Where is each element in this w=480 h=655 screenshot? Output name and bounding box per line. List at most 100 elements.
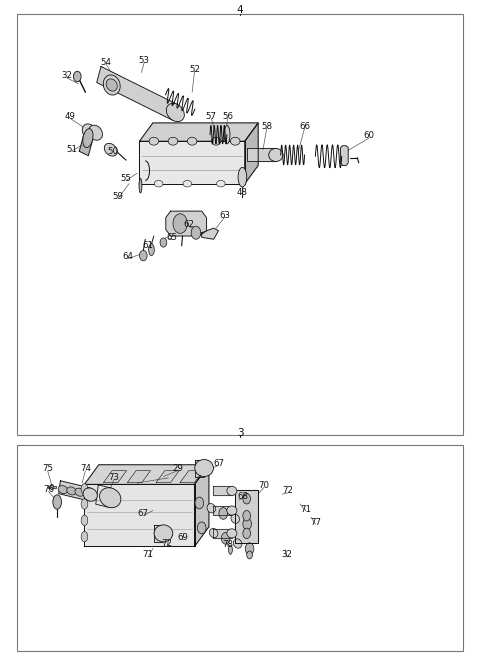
Circle shape	[247, 551, 252, 559]
Polygon shape	[166, 211, 206, 236]
Ellipse shape	[227, 486, 237, 495]
Text: 32: 32	[61, 71, 72, 81]
Ellipse shape	[155, 180, 163, 187]
Ellipse shape	[53, 495, 61, 509]
Ellipse shape	[207, 504, 216, 513]
Circle shape	[195, 497, 204, 509]
Text: 61: 61	[143, 241, 154, 250]
Text: 63: 63	[219, 210, 230, 219]
Circle shape	[243, 528, 251, 538]
Ellipse shape	[75, 488, 84, 496]
Text: 65: 65	[167, 233, 178, 242]
Polygon shape	[202, 228, 218, 239]
Ellipse shape	[227, 506, 237, 515]
Text: 73: 73	[108, 473, 120, 481]
Polygon shape	[84, 484, 194, 546]
Ellipse shape	[88, 125, 102, 140]
Text: 66: 66	[299, 122, 310, 131]
Ellipse shape	[149, 138, 158, 145]
Circle shape	[173, 214, 187, 233]
Ellipse shape	[103, 75, 120, 95]
Ellipse shape	[81, 531, 88, 542]
Ellipse shape	[67, 487, 76, 495]
Circle shape	[243, 510, 251, 521]
Ellipse shape	[211, 138, 221, 145]
Circle shape	[197, 522, 206, 534]
Text: 71: 71	[300, 505, 312, 514]
Text: 52: 52	[189, 65, 200, 74]
Text: 49: 49	[65, 112, 75, 121]
Text: 76: 76	[43, 485, 54, 494]
Polygon shape	[128, 471, 151, 482]
Ellipse shape	[83, 488, 97, 501]
Circle shape	[243, 493, 251, 504]
Circle shape	[140, 250, 147, 261]
Text: 50: 50	[107, 147, 118, 155]
Polygon shape	[340, 146, 348, 166]
Ellipse shape	[149, 244, 155, 255]
Ellipse shape	[230, 138, 240, 145]
Ellipse shape	[104, 143, 117, 156]
Circle shape	[160, 238, 167, 247]
Ellipse shape	[82, 124, 96, 139]
Polygon shape	[194, 465, 209, 546]
Polygon shape	[235, 489, 258, 543]
Text: 77: 77	[310, 517, 321, 527]
Bar	[17, 445, 463, 651]
Polygon shape	[213, 506, 232, 515]
Bar	[48, 485, 56, 488]
Polygon shape	[245, 123, 258, 183]
Text: 55: 55	[120, 174, 132, 183]
Polygon shape	[79, 136, 93, 156]
Text: 69: 69	[177, 533, 188, 542]
Circle shape	[243, 518, 252, 530]
Ellipse shape	[106, 79, 117, 91]
Ellipse shape	[227, 529, 237, 538]
Text: 3: 3	[237, 428, 243, 438]
Ellipse shape	[81, 515, 88, 525]
Ellipse shape	[58, 485, 68, 494]
Text: 75: 75	[42, 464, 53, 473]
Circle shape	[221, 533, 230, 544]
Circle shape	[73, 71, 81, 82]
Polygon shape	[213, 529, 232, 538]
Polygon shape	[194, 460, 204, 477]
Text: 51: 51	[66, 145, 77, 153]
Ellipse shape	[83, 128, 93, 147]
Text: 48: 48	[237, 189, 248, 197]
Circle shape	[191, 226, 201, 239]
Polygon shape	[140, 141, 245, 183]
Ellipse shape	[154, 525, 173, 542]
Ellipse shape	[183, 180, 192, 187]
Text: 71: 71	[143, 550, 154, 559]
Ellipse shape	[224, 126, 230, 144]
Polygon shape	[84, 465, 209, 484]
Ellipse shape	[216, 180, 225, 187]
Text: 29: 29	[172, 464, 183, 473]
Ellipse shape	[81, 483, 88, 494]
Ellipse shape	[233, 539, 242, 548]
Polygon shape	[104, 471, 127, 482]
Ellipse shape	[209, 529, 218, 538]
Polygon shape	[140, 123, 258, 141]
Bar	[17, 14, 463, 436]
Text: 72: 72	[162, 538, 173, 548]
Text: 78: 78	[223, 540, 234, 549]
Text: 59: 59	[112, 193, 123, 201]
Ellipse shape	[269, 149, 283, 162]
Ellipse shape	[228, 545, 232, 554]
Ellipse shape	[195, 460, 214, 477]
Text: 57: 57	[206, 112, 217, 121]
Text: 32: 32	[281, 550, 292, 559]
Text: 70: 70	[258, 481, 269, 490]
Polygon shape	[247, 149, 276, 162]
Polygon shape	[154, 525, 163, 542]
Polygon shape	[213, 486, 232, 495]
Text: 56: 56	[222, 112, 233, 121]
Text: 72: 72	[282, 487, 293, 495]
Circle shape	[50, 484, 54, 489]
Text: 53: 53	[139, 56, 150, 65]
Text: 64: 64	[122, 252, 133, 261]
Ellipse shape	[231, 514, 240, 523]
Text: 54: 54	[100, 58, 111, 67]
